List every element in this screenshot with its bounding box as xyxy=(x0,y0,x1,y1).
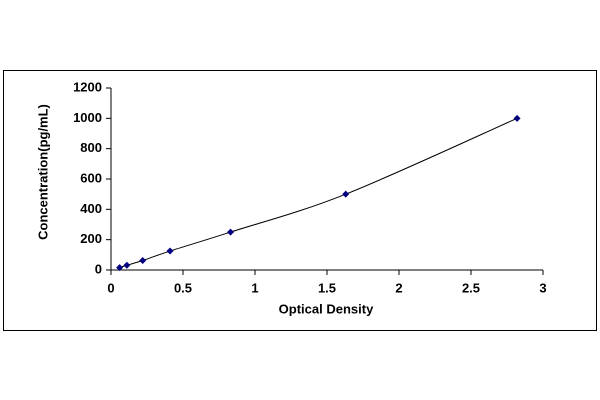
fit-curve xyxy=(119,117,518,269)
x-tick-label: 2 xyxy=(395,280,402,295)
chart-frame xyxy=(3,70,597,331)
data-point xyxy=(166,247,174,255)
data-point xyxy=(139,257,147,265)
data-point xyxy=(513,114,521,122)
x-tick-label: 3 xyxy=(539,280,546,295)
data-point xyxy=(116,264,124,272)
data-point xyxy=(227,228,235,236)
data-point xyxy=(123,261,131,269)
y-tick-label: 400 xyxy=(80,201,102,216)
x-tick-label: 2.5 xyxy=(462,280,480,295)
data-point xyxy=(342,190,350,198)
y-tick-label: 1000 xyxy=(73,110,102,125)
x-tick-label: 1 xyxy=(251,280,258,295)
x-tick-label: 0.5 xyxy=(174,280,192,295)
y-tick-label: 600 xyxy=(80,170,102,185)
y-tick-label: 200 xyxy=(80,231,102,246)
y-axis-label: Concentration(pg/mL) xyxy=(35,104,50,240)
x-tick-label: 0 xyxy=(107,280,114,295)
y-tick-label: 800 xyxy=(80,140,102,155)
x-axis-label: Optical Density xyxy=(279,301,374,316)
x-tick-label: 1.5 xyxy=(318,280,336,295)
y-tick-label: 0 xyxy=(95,261,102,276)
y-tick-label: 1200 xyxy=(73,79,102,94)
